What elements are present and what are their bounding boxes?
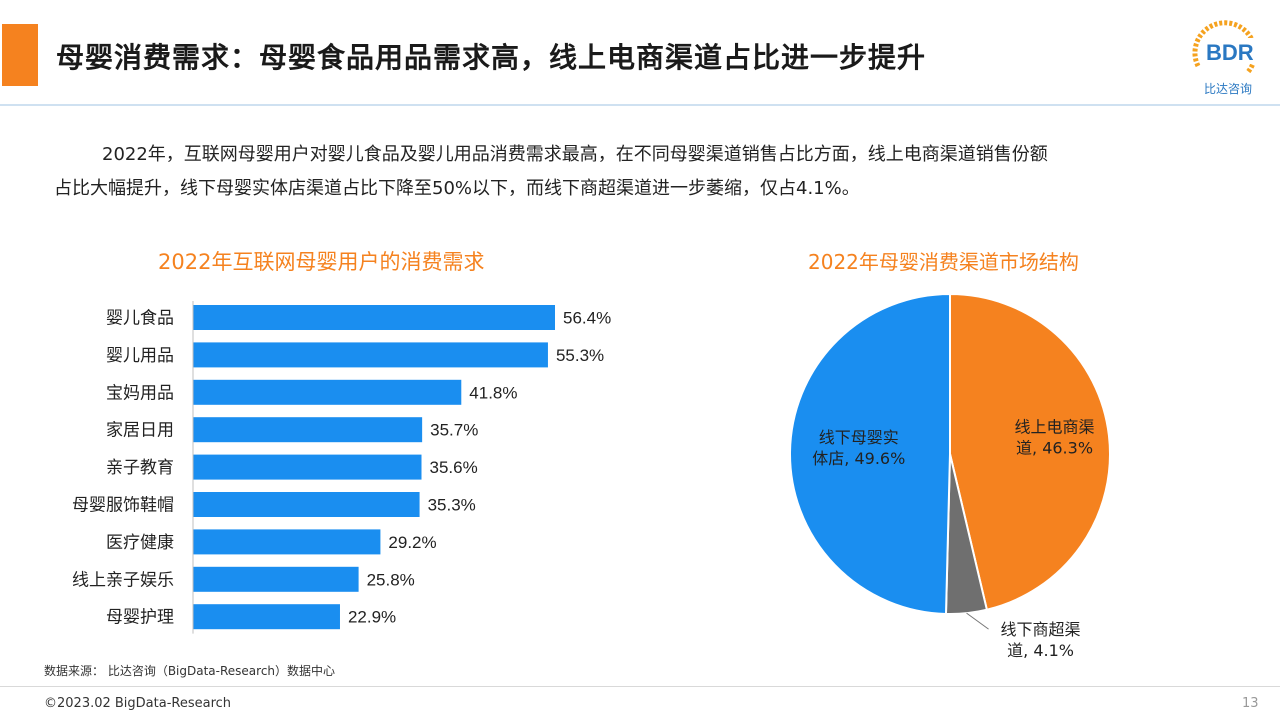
bar-category-label: 线上亲子娱乐 — [72, 570, 174, 590]
bar-category-label: 家居日用 — [106, 421, 174, 441]
page-title: 母婴消费需求：母婴食品用品需求高，线上电商渠道占比进一步提升 — [56, 41, 927, 74]
bar-value-label: 35.3% — [428, 496, 476, 515]
bar-chart: 婴儿食品 56.4% 婴儿用品 55.3% 宝妈用品 41.8% 家居日用 35.7% 亲子教育… — [72, 301, 611, 634]
pie-slice-label: 线上电商渠道, 46.3% — [1015, 417, 1095, 457]
bar-category-label: 婴儿用品 — [106, 346, 174, 366]
bar — [193, 305, 555, 330]
bar-category-label: 母婴护理 — [106, 608, 174, 628]
bar — [193, 342, 548, 368]
pie-slice-label: 线下母婴实体店, 49.6% — [812, 428, 905, 468]
bar-category-label: 亲子教育 — [106, 458, 174, 478]
pie-slice — [789, 292, 951, 615]
bar-value-label: 56.4% — [563, 309, 611, 328]
pie-slice-label: 线下商超渠道, 4.1% — [1001, 620, 1081, 660]
bar-value-label: 29.2% — [388, 533, 436, 552]
pie-chart: 线上电商渠道, 46.3% 线下母婴实体店, 49.6% 线下商超渠道, 4.1% — [789, 292, 1111, 660]
footer-divider — [0, 686, 1280, 687]
intro-line-1: 2022年，互联网母婴用户对婴儿食品及婴儿用品消费需求最高，在不同母婴渠道销售占… — [102, 144, 1048, 165]
bar-value-label: 41.8% — [469, 383, 517, 402]
bar-category-label: 医疗健康 — [106, 533, 174, 553]
bar — [193, 454, 422, 480]
bar-value-label: 35.6% — [429, 458, 477, 477]
bar-category-label: 母婴服饰鞋帽 — [72, 496, 174, 516]
title-divider — [0, 104, 1280, 106]
bar-value-label: 25.8% — [367, 570, 415, 589]
bar — [193, 417, 423, 443]
bar — [193, 529, 381, 555]
pie-leader-line — [966, 612, 989, 630]
bar-chart-title: 2022年互联网母婴用户的消费需求 — [158, 250, 485, 274]
bar-category-label: 宝妈用品 — [106, 383, 174, 403]
pie-slice — [949, 292, 1111, 611]
logo-text: 比达咨询 — [1204, 82, 1253, 96]
pie-chart-title: 2022年母婴消费渠道市场结构 — [808, 250, 1079, 274]
bar-category-label: 婴儿食品 — [106, 309, 174, 329]
bar-value-label: 35.7% — [430, 421, 478, 440]
bar — [193, 492, 420, 517]
data-source-note: 数据来源： 比达咨询（BigData-Research）数据中心 — [44, 664, 336, 678]
bdr-logo-icon: BDR — [1192, 20, 1258, 74]
bar-value-label: 22.9% — [348, 608, 396, 627]
page-number: 13 — [1242, 696, 1259, 711]
bar — [193, 379, 462, 405]
logo-letters: BDR — [1206, 40, 1254, 65]
bar — [193, 604, 340, 630]
title-accent-bar — [2, 24, 38, 86]
intro-paragraph: 2022年，互联网母婴用户对婴儿食品及婴儿用品消费需求最高，在不同母婴渠道销售占… — [54, 138, 1234, 206]
copyright-text: ©2023.02 BigData-Research — [44, 696, 232, 711]
intro-line-2: 占比大幅提升，线下母婴实体店渠道占比下降至50%以下，而线下商超渠道进一步萎缩，… — [54, 178, 860, 199]
bar-value-label: 55.3% — [556, 346, 604, 365]
bar — [193, 566, 359, 592]
